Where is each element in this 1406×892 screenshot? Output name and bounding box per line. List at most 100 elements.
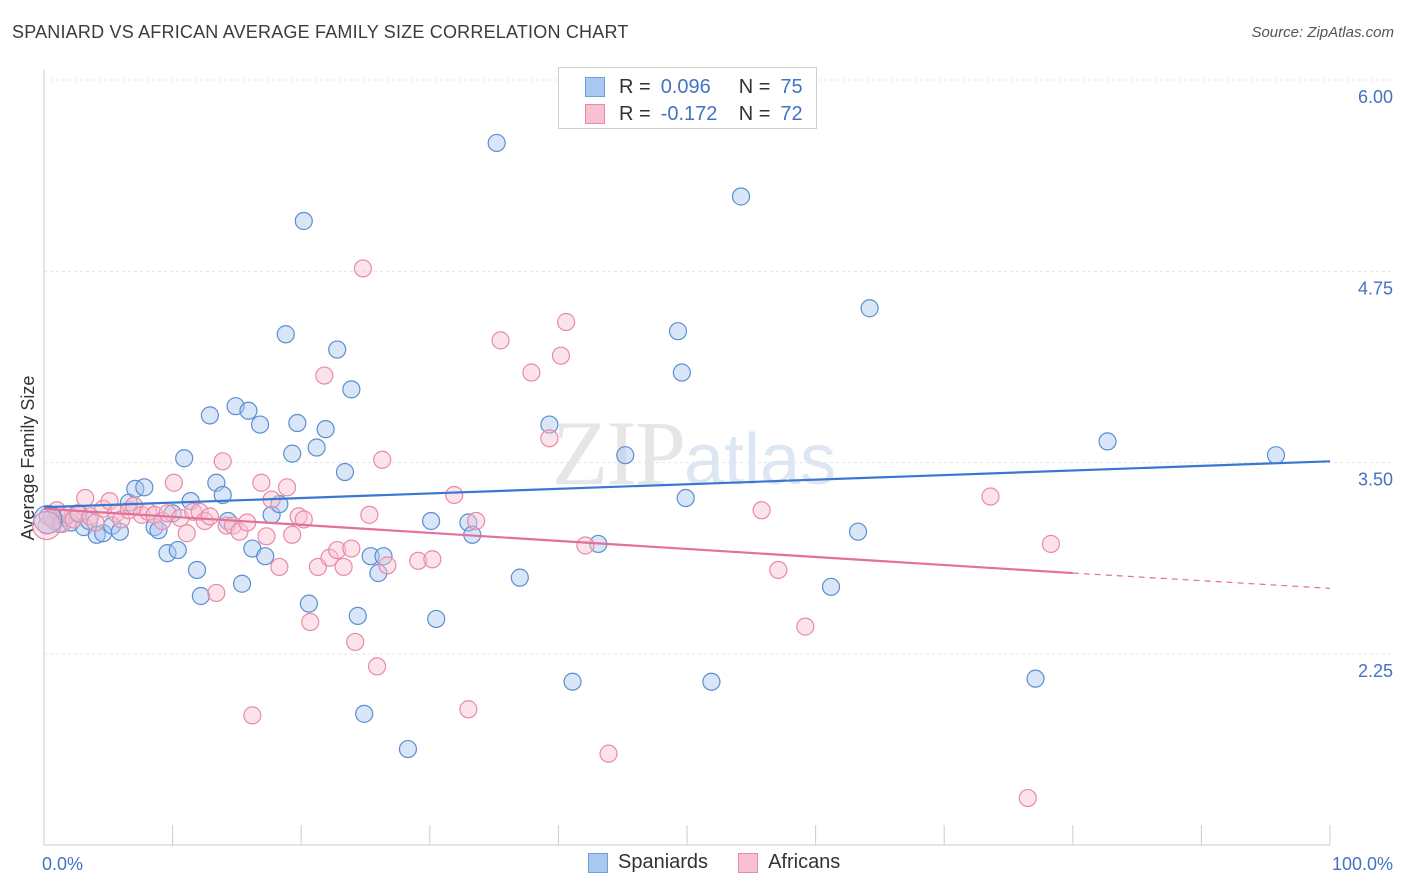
spaniards-swatch xyxy=(585,77,605,97)
africans-point xyxy=(328,540,347,560)
africans-point xyxy=(346,632,365,652)
spaniards-point xyxy=(283,444,302,463)
spaniards-point xyxy=(616,446,635,465)
africans-point xyxy=(599,744,618,763)
africans-point xyxy=(270,557,289,577)
africans-point xyxy=(373,450,392,469)
africans-point xyxy=(69,504,88,523)
spaniards-point xyxy=(668,322,688,341)
africans-point xyxy=(52,514,72,534)
spaniards-point xyxy=(361,547,380,566)
spaniards-point xyxy=(149,521,168,540)
africans-point xyxy=(445,485,464,505)
y-tick-label: 2.25 xyxy=(1358,661,1393,681)
africans-point xyxy=(334,557,353,577)
spaniards-point xyxy=(821,577,841,596)
africans-point xyxy=(557,312,576,332)
africans-trend-line xyxy=(43,507,1073,575)
spaniards-point xyxy=(487,133,506,153)
stats-row-spaniards: R = 0.096 N = 75 xyxy=(585,75,803,99)
spaniards-point xyxy=(200,406,219,425)
y-tick-label: 6.00 xyxy=(1358,87,1393,107)
africans-point xyxy=(283,525,302,544)
africans-point xyxy=(86,513,105,532)
africans-point xyxy=(423,550,442,569)
y-axis-label: Average Family Size xyxy=(18,376,38,541)
spaniards-point xyxy=(1266,446,1286,465)
spaniards-point xyxy=(158,544,177,563)
spaniards-point xyxy=(342,380,361,399)
africans-point xyxy=(190,502,209,521)
africans-point xyxy=(367,657,387,676)
africans-point xyxy=(243,706,262,725)
chart-title: SPANIARD VS AFRICAN AVERAGE FAMILY SIZE … xyxy=(12,22,629,42)
legend-item-spaniards[interactable]: Spaniards xyxy=(588,851,708,874)
africans-point xyxy=(200,507,219,526)
africans-point xyxy=(207,583,226,603)
n-value: 75 xyxy=(780,75,803,98)
africans-point xyxy=(1018,788,1037,808)
spaniards-point xyxy=(702,672,721,691)
africans-point xyxy=(76,488,95,508)
spaniards-point xyxy=(335,462,355,482)
africans-point xyxy=(301,612,320,632)
spaniards-point xyxy=(299,594,319,613)
spaniards-point xyxy=(427,609,446,629)
africans-point xyxy=(277,478,297,497)
spaniards-point xyxy=(540,415,559,434)
spaniards-point xyxy=(187,560,207,580)
africans-point xyxy=(353,259,373,278)
spaniards-point xyxy=(294,211,313,231)
africans-point xyxy=(360,505,379,524)
africans-point xyxy=(252,473,271,492)
africans-point xyxy=(796,617,815,636)
spaniards-point xyxy=(672,363,691,382)
legend-label: Africans xyxy=(768,851,841,873)
r-label: R = xyxy=(619,75,651,98)
africans-point xyxy=(315,366,334,385)
y-tick-label: 3.50 xyxy=(1358,470,1393,490)
spaniards-point xyxy=(168,540,187,560)
spaniards-point xyxy=(239,401,258,420)
spaniards-point xyxy=(328,340,347,359)
spaniards-point xyxy=(276,325,295,344)
africans-point xyxy=(540,429,559,448)
africans-trend-extension xyxy=(1072,572,1331,589)
africans-point xyxy=(230,522,249,541)
spaniards-point xyxy=(191,586,210,606)
x-tick-label: 0.0% xyxy=(42,854,83,874)
spaniards-point xyxy=(563,672,582,691)
spaniards-point xyxy=(256,547,275,566)
africans-point xyxy=(342,539,361,558)
y-tick-label: 4.75 xyxy=(1358,278,1393,298)
legend-item-africans[interactable]: Africans xyxy=(738,851,840,874)
africans-point xyxy=(177,524,196,543)
x-tick-label: 100.0% xyxy=(1332,854,1393,874)
spaniards-point xyxy=(213,485,232,505)
n-label: N = xyxy=(738,75,771,98)
africans-point xyxy=(551,346,571,365)
spaniards-point xyxy=(316,420,335,439)
africans-point xyxy=(576,536,595,555)
africans-point xyxy=(981,487,1000,506)
africans-point xyxy=(164,473,183,492)
r-label: R = xyxy=(619,102,651,125)
spaniards-point xyxy=(421,511,441,531)
spaniards-point xyxy=(348,606,367,625)
africans-point xyxy=(1041,534,1061,554)
stats-row-africans: R = -0.172 N = 72 xyxy=(585,102,803,126)
spaniards-point xyxy=(1026,669,1045,688)
africans-point xyxy=(409,551,428,570)
source-label: Source: ZipAtlas.com xyxy=(1251,24,1394,41)
spaniards-point xyxy=(288,413,307,433)
africans-legend-swatch xyxy=(738,852,759,873)
spaniards-point xyxy=(731,187,751,206)
africans-point xyxy=(459,700,478,719)
r-value: 0.096 xyxy=(660,75,711,98)
spaniards-point xyxy=(398,739,418,759)
spaniards-point xyxy=(676,488,695,508)
africans-point xyxy=(378,556,397,575)
africans-point xyxy=(213,452,232,471)
spaniards-point xyxy=(374,547,393,566)
